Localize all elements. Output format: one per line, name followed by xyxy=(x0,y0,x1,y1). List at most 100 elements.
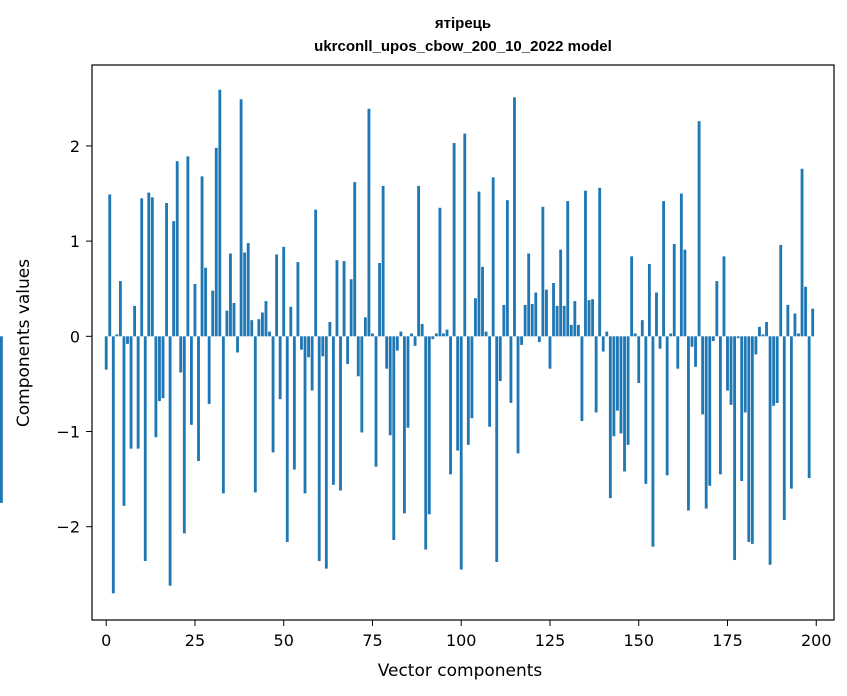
bar-2 xyxy=(111,336,115,594)
bar-100 xyxy=(459,336,463,570)
bar-104 xyxy=(474,298,477,337)
bar-26 xyxy=(197,336,200,462)
bar-145 xyxy=(619,336,623,434)
bar-13 xyxy=(150,197,154,337)
bar-1 xyxy=(108,194,112,337)
bar-111 xyxy=(498,336,502,382)
bar-172 xyxy=(715,281,719,337)
bar-3 xyxy=(115,334,119,337)
bar-18 xyxy=(168,336,172,586)
bar-137 xyxy=(591,299,595,337)
bar-46 xyxy=(268,331,271,337)
y-tick-label: −1 xyxy=(56,423,80,442)
bar-105 xyxy=(477,191,481,337)
bar-9 xyxy=(136,336,140,449)
bar-51 xyxy=(285,336,289,542)
bars-group xyxy=(0,89,815,594)
bar-139 xyxy=(598,187,602,337)
bar-35 xyxy=(229,253,232,337)
bar-61 xyxy=(321,336,325,357)
bar-188 xyxy=(772,336,776,406)
bar-189 xyxy=(775,336,779,403)
bar-120 xyxy=(530,303,534,337)
bar-138 xyxy=(594,336,598,413)
chart-title: ятірець xyxy=(435,15,491,32)
bar-121 xyxy=(534,292,538,337)
bar-39 xyxy=(243,252,247,337)
bar-143 xyxy=(612,336,616,437)
bar-17 xyxy=(165,203,168,337)
bar-7 xyxy=(129,336,133,449)
x-tick-label: 100 xyxy=(446,631,477,650)
bar-14 xyxy=(154,336,158,438)
bar-84 xyxy=(403,336,406,514)
bar-106 xyxy=(481,266,484,337)
y-axis-label: Components values xyxy=(14,259,34,427)
bar-89 xyxy=(420,323,424,337)
x-tick-label: 200 xyxy=(801,631,832,650)
bar-114 xyxy=(509,336,513,403)
bar-58 xyxy=(310,336,314,391)
bar-141 xyxy=(605,331,609,337)
bar-59 xyxy=(314,209,318,337)
bar-97 xyxy=(449,336,452,475)
bar-73 xyxy=(363,317,367,337)
bar-191 xyxy=(782,336,786,521)
bar-193 xyxy=(789,336,793,489)
bar-107 xyxy=(484,331,488,337)
bar-150 xyxy=(637,336,641,383)
x-tick-label: 25 xyxy=(185,631,205,650)
bar-127 xyxy=(555,305,559,337)
bar-38 xyxy=(239,99,243,337)
bar-37 xyxy=(236,336,239,353)
bar-199 xyxy=(811,308,815,337)
bar-23 xyxy=(186,156,190,337)
bar-48 xyxy=(275,254,279,337)
bar-135 xyxy=(584,190,587,337)
bar-67 xyxy=(342,261,346,337)
bar-117 xyxy=(520,336,523,345)
bar-165 xyxy=(690,336,694,347)
bar-83 xyxy=(399,331,403,337)
bar-undefined xyxy=(0,336,3,503)
bar-130 xyxy=(566,201,570,337)
bar-10 xyxy=(140,198,144,337)
bar-164 xyxy=(687,336,690,511)
bar-136 xyxy=(587,300,591,337)
bar-156 xyxy=(658,336,662,349)
bar-74 xyxy=(367,108,371,337)
bar-53 xyxy=(292,336,296,470)
bar-192 xyxy=(786,304,790,337)
bar-196 xyxy=(800,168,804,337)
y-tick-label: 2 xyxy=(70,137,80,156)
bar-178 xyxy=(736,336,740,339)
bar-163 xyxy=(683,249,687,337)
bar-41 xyxy=(250,320,254,337)
bar-75 xyxy=(371,333,374,337)
bar-90 xyxy=(424,336,428,550)
bar-128 xyxy=(559,249,563,337)
bar-6 xyxy=(126,336,129,344)
bar-144 xyxy=(616,336,619,411)
bar-54 xyxy=(296,262,300,337)
plot-frame xyxy=(91,64,835,621)
bar-40 xyxy=(246,243,250,337)
bar-60 xyxy=(317,336,321,561)
bar-31 xyxy=(214,147,218,337)
bar-8 xyxy=(133,305,137,337)
x-tick-label: 75 xyxy=(362,631,382,650)
bar-79 xyxy=(385,336,389,369)
bar-82 xyxy=(395,336,399,351)
bar-161 xyxy=(676,336,680,369)
bar-77 xyxy=(378,263,381,337)
x-tick-label: 150 xyxy=(623,631,654,650)
bar-126 xyxy=(552,283,555,337)
bar-177 xyxy=(733,336,737,561)
x-tick-label: 50 xyxy=(274,631,294,650)
bar-180 xyxy=(743,336,747,413)
bar-25 xyxy=(193,283,197,337)
bar-184 xyxy=(758,326,761,337)
bar-115 xyxy=(513,97,516,337)
bar-116 xyxy=(516,336,520,454)
bar-183 xyxy=(754,336,758,355)
